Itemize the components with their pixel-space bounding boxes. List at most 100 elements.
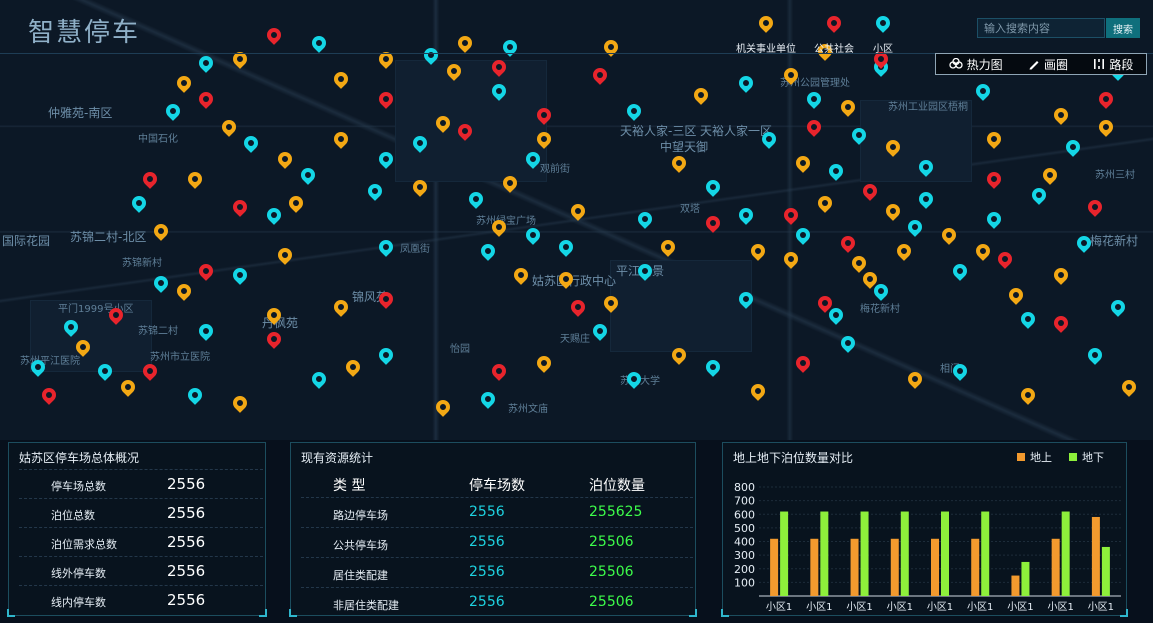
route-tool[interactable]: 路段 [1093, 56, 1133, 73]
map-pin-icon[interactable] [804, 89, 824, 109]
map-pin-icon[interactable] [984, 209, 1004, 229]
map-pin-icon[interactable] [905, 369, 925, 389]
map-pin-icon[interactable] [1051, 265, 1071, 285]
map-pin-icon[interactable] [1040, 165, 1060, 185]
map-pin-icon[interactable] [376, 89, 396, 109]
map-pin-icon[interactable] [230, 265, 250, 285]
search-button[interactable]: 搜索 [1106, 18, 1140, 38]
map-pin-icon[interactable] [129, 193, 149, 213]
map-pin-icon[interactable] [365, 181, 385, 201]
map-pin-icon[interactable] [241, 133, 261, 153]
map-pin-icon[interactable] [793, 353, 813, 373]
map-pin-icon[interactable] [703, 357, 723, 377]
map-pin-icon[interactable] [264, 205, 284, 225]
map-pin-icon[interactable] [849, 253, 869, 273]
map-pin-icon[interactable] [286, 193, 306, 213]
map-pin-icon[interactable] [624, 101, 644, 121]
map-pin-icon[interactable] [523, 225, 543, 245]
map-pin-icon[interactable] [39, 385, 59, 405]
map-pin-icon[interactable] [736, 205, 756, 225]
map-pin-icon[interactable] [264, 329, 284, 349]
heatmap-tool[interactable]: 热力图 [949, 56, 1003, 73]
map-pin-icon[interactable] [703, 213, 723, 233]
map-pin-icon[interactable] [196, 321, 216, 341]
map-pin-icon[interactable] [905, 217, 925, 237]
map-pin-icon[interactable] [736, 73, 756, 93]
map-pin-icon[interactable] [815, 193, 835, 213]
map-pin-icon[interactable] [1096, 117, 1116, 137]
map-pin-icon[interactable] [534, 353, 554, 373]
map-pin-icon[interactable] [883, 201, 903, 221]
map-pin-icon[interactable] [568, 297, 588, 317]
map-pin-icon[interactable] [995, 249, 1015, 269]
map-pin-icon[interactable] [174, 281, 194, 301]
map-pin-icon[interactable] [298, 165, 318, 185]
map-pin-icon[interactable] [916, 189, 936, 209]
map-pin-icon[interactable] [331, 69, 351, 89]
map-pin-icon[interactable] [489, 361, 509, 381]
map-pin-icon[interactable] [185, 169, 205, 189]
map-pin-icon[interactable] [950, 261, 970, 281]
map-pin-icon[interactable] [1063, 137, 1083, 157]
map-pin-icon[interactable] [1085, 197, 1105, 217]
map-pin-icon[interactable] [466, 189, 486, 209]
map-pin-icon[interactable] [275, 245, 295, 265]
legend-public[interactable]: 公共社会 [814, 13, 854, 55]
map-pin-icon[interactable] [1051, 313, 1071, 333]
map-pin-icon[interactable] [275, 149, 295, 169]
map-pin-icon[interactable] [984, 129, 1004, 149]
map-pin-icon[interactable] [748, 381, 768, 401]
map-pin-icon[interactable] [658, 237, 678, 257]
map-pin-icon[interactable] [140, 169, 160, 189]
map-pin-icon[interactable] [174, 73, 194, 93]
map-pin-icon[interactable] [230, 197, 250, 217]
map-pin-icon[interactable] [185, 385, 205, 405]
map-pin-icon[interactable] [309, 33, 329, 53]
draw-circle-tool[interactable]: 画圈 [1028, 56, 1068, 73]
map-pin-icon[interactable] [793, 225, 813, 245]
map-pin-icon[interactable] [691, 85, 711, 105]
map-pin-icon[interactable] [973, 241, 993, 261]
map-pin-icon[interactable] [556, 237, 576, 257]
map-pin-icon[interactable] [163, 101, 183, 121]
map-pin-icon[interactable] [219, 117, 239, 137]
map-pin-icon[interactable] [196, 261, 216, 281]
map-pin-icon[interactable] [1096, 89, 1116, 109]
map-pin-icon[interactable] [804, 117, 824, 137]
map-pin-icon[interactable] [973, 81, 993, 101]
map-pin-icon[interactable] [1018, 309, 1038, 329]
map-pin-icon[interactable] [376, 149, 396, 169]
map-pin-icon[interactable] [669, 153, 689, 173]
map-pin-icon[interactable] [151, 273, 171, 293]
map-pin-icon[interactable] [1029, 185, 1049, 205]
map-pin-icon[interactable] [1006, 285, 1026, 305]
legend-residential[interactable]: 小区 [873, 13, 893, 55]
map-pin-icon[interactable] [343, 357, 363, 377]
map-pin-icon[interactable] [376, 345, 396, 365]
map-pin-icon[interactable] [331, 297, 351, 317]
map-pin-icon[interactable] [478, 241, 498, 261]
map-pin-icon[interactable] [748, 241, 768, 261]
map-pin-icon[interactable] [939, 225, 959, 245]
map-pin-icon[interactable] [838, 233, 858, 253]
map-pin-icon[interactable] [781, 205, 801, 225]
map-pin-icon[interactable] [376, 237, 396, 257]
legend-government[interactable]: 机关事业单位 [736, 13, 796, 55]
map-pin-icon[interactable] [590, 321, 610, 341]
map-pin-icon[interactable] [781, 249, 801, 269]
map-pin-icon[interactable] [264, 25, 284, 45]
map-pin-icon[interactable] [230, 393, 250, 413]
map-pin-icon[interactable] [826, 161, 846, 181]
map-pin-icon[interactable] [838, 97, 858, 117]
map-pin-icon[interactable] [1051, 105, 1071, 125]
map-pin-icon[interactable] [1018, 385, 1038, 405]
map-pin-icon[interactable] [196, 89, 216, 109]
map-pin-icon[interactable] [196, 53, 216, 73]
map-pin-icon[interactable] [511, 265, 531, 285]
map-pin-icon[interactable] [635, 209, 655, 229]
map-pin-icon[interactable] [894, 241, 914, 261]
map-pin-icon[interactable] [703, 177, 723, 197]
map-pin-icon[interactable] [118, 377, 138, 397]
map-pin-icon[interactable] [433, 397, 453, 417]
map-pin-icon[interactable] [478, 389, 498, 409]
